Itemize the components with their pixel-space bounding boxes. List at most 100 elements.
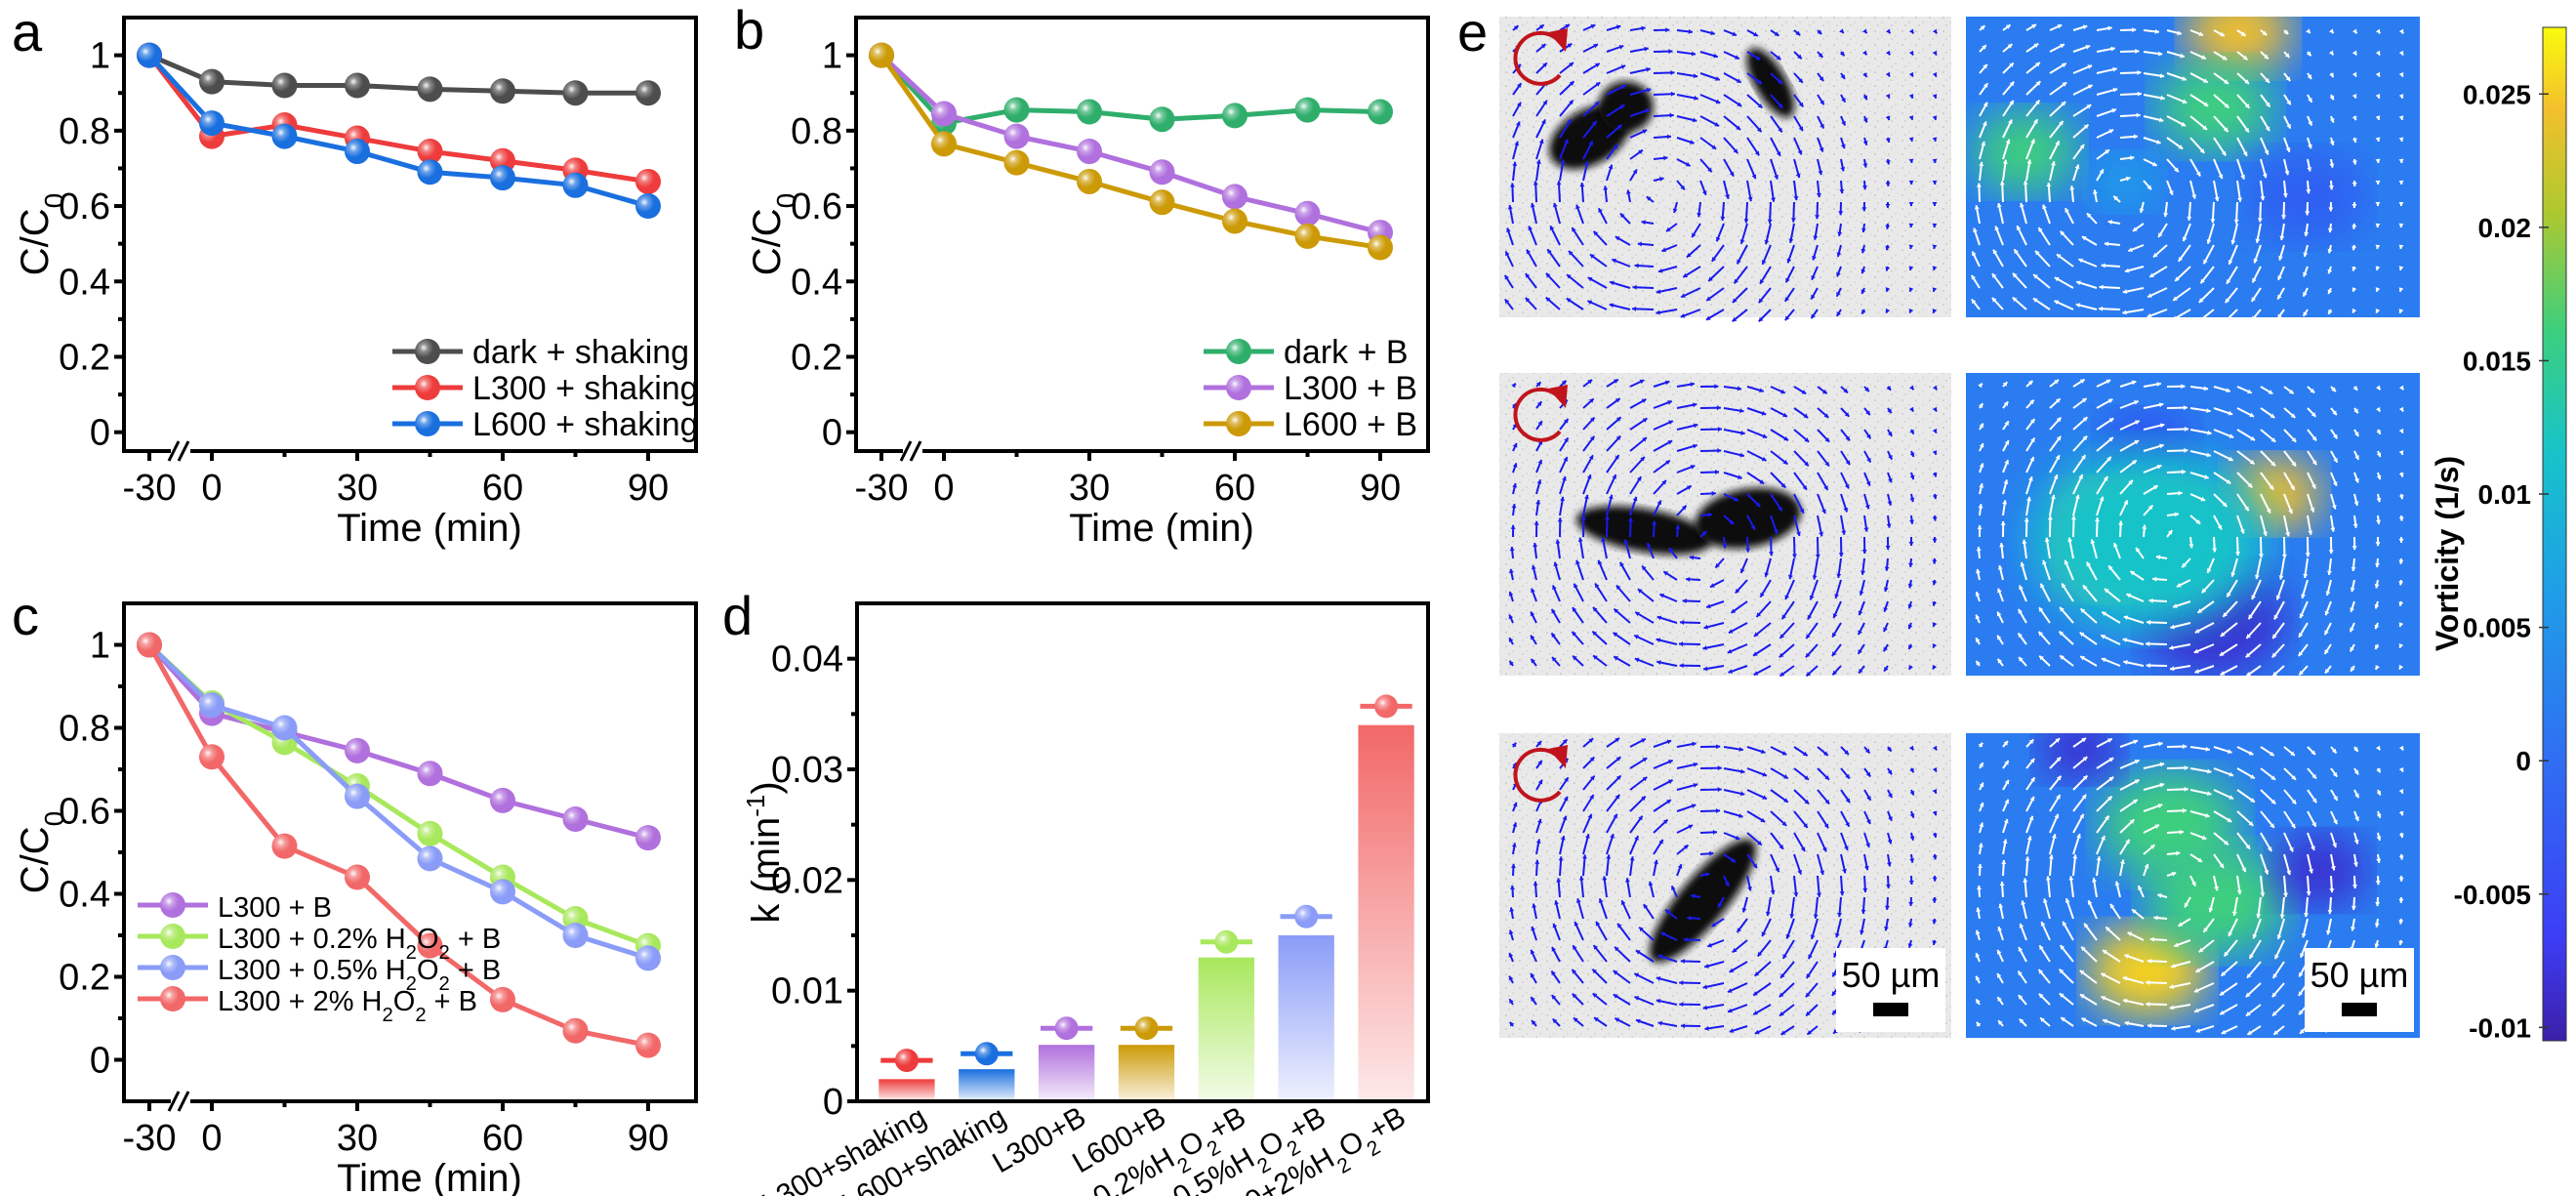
velocity-arrowhead — [1785, 933, 1791, 939]
data-point — [417, 932, 443, 959]
velocity-arrowhead — [1685, 161, 1691, 167]
velocity-arrowhead — [1971, 299, 1977, 305]
series-line — [147, 642, 649, 961]
velocity-arrowhead — [2128, 247, 2133, 252]
velocity-arrowhead — [1541, 119, 1546, 125]
velocity-arrowhead — [1679, 1002, 1684, 1008]
velocity-arrowhead — [1754, 971, 1760, 976]
velocity-arrowhead — [2332, 748, 2337, 754]
velocity-arrowhead — [2398, 642, 2404, 648]
data-point — [345, 737, 370, 763]
velocity-arrowhead — [1581, 854, 1587, 859]
micrograph-row-1 — [1499, 17, 1951, 323]
velocity-arrowhead — [2176, 583, 2182, 588]
velocity-arrowhead — [2227, 817, 2232, 822]
velocity-arrowhead — [1760, 592, 1765, 598]
velocity-arrowhead — [2108, 758, 2114, 763]
velocity-arrowhead — [2224, 79, 2228, 84]
legend-item: L300 + B — [1204, 370, 1417, 407]
velocity-arrowhead — [2276, 934, 2282, 939]
velocity-arrowhead — [1534, 859, 1540, 864]
velocity-arrowhead — [2184, 447, 2188, 453]
velocity-arrowhead — [1837, 231, 1843, 236]
velocity-arrowhead — [1623, 539, 1629, 545]
velocity-arrowhead — [1573, 1017, 1578, 1022]
velocity-arrowhead — [1758, 316, 1764, 322]
velocity-arrowhead — [1613, 813, 1617, 819]
velocity-arrowhead — [1745, 548, 1751, 553]
velocity-arrowhead — [1932, 71, 1938, 77]
series-l300-2-h2o2-b — [137, 632, 661, 1058]
velocity-arrowhead — [1615, 417, 1621, 422]
velocity-arrowhead — [1716, 744, 1721, 750]
velocity-arrowhead — [1590, 775, 1595, 781]
velocity-arrowhead — [1735, 835, 1740, 841]
velocity-arrowhead — [1739, 568, 1745, 573]
velocity-arrowhead — [2018, 970, 2023, 976]
velocity-arrowhead — [2376, 474, 2382, 480]
velocity-arrowhead — [1761, 456, 1767, 462]
velocity-arrowhead — [1811, 294, 1816, 300]
velocity-arrowhead — [2119, 859, 2125, 865]
velocity-arrowhead — [1908, 50, 1914, 56]
velocity-arrowhead — [2040, 583, 2045, 589]
velocity-arrowhead — [1784, 297, 1790, 302]
velocity-arrowhead — [1754, 1029, 1760, 1035]
velocity-arrowhead — [1976, 907, 1982, 912]
velocity-arrowhead — [2122, 638, 2128, 643]
velocity-arrowhead — [1976, 660, 1981, 666]
data-point — [931, 101, 957, 127]
velocity-arrowhead — [1532, 1020, 1536, 1025]
velocity-arrowhead — [1887, 746, 1892, 752]
velocity-arrowhead — [2270, 437, 2276, 442]
velocity-arrowhead — [2124, 954, 2130, 959]
velocity-arrowhead — [2351, 245, 2357, 251]
y-axis-label: k (min-1) — [741, 781, 788, 923]
velocity-arrowhead — [2245, 652, 2251, 658]
velocity-arrowhead — [2137, 91, 2142, 97]
velocity-arrowhead — [1797, 149, 1803, 155]
velocity-arrowhead — [1593, 230, 1599, 236]
velocity-arrowhead — [1711, 257, 1717, 262]
velocity-arrowhead — [1737, 259, 1741, 265]
velocity-arrowhead — [2085, 44, 2091, 50]
velocity-arrowhead — [2270, 461, 2275, 467]
velocity-arrowhead — [1587, 277, 1593, 282]
velocity-arrowhead — [1832, 670, 1838, 676]
bar — [879, 1079, 935, 1099]
velocity-arrowhead — [1932, 137, 1938, 142]
velocity-arrowhead — [1566, 298, 1572, 303]
velocity-arrowhead — [1798, 78, 1803, 83]
velocity-arrowhead — [1779, 672, 1785, 677]
data-point-shine — [1294, 97, 1321, 123]
x-tick-label: 30 — [1069, 468, 1110, 509]
velocity-arrowhead — [1618, 44, 1624, 50]
velocity-arrowhead — [1635, 950, 1641, 955]
velocity-arrowhead — [1666, 739, 1672, 745]
velocity-arrowhead — [1679, 663, 1684, 669]
velocity-arrowhead — [2298, 991, 2304, 996]
velocity-arrowhead — [2029, 796, 2035, 802]
velocity-arrowhead — [2181, 384, 2186, 390]
velocity-arrowhead — [1615, 946, 1619, 952]
velocity-arrowhead — [1764, 239, 1770, 245]
velocity-arrowhead — [1667, 400, 1672, 405]
velocity-arrowhead — [1932, 920, 1938, 925]
velocity-arrowhead — [2133, 739, 2139, 745]
velocity-arrowhead — [1823, 485, 1828, 490]
velocity-arrowhead — [1525, 273, 1531, 278]
velocity-arrowhead — [2252, 933, 2258, 939]
velocity-arrowhead — [1637, 241, 1643, 247]
velocity-arrowhead — [1635, 611, 1640, 617]
velocity-arrowhead — [1690, 465, 1696, 470]
velocity-arrowhead — [2221, 970, 2227, 976]
velocity-arrowhead — [2099, 496, 2105, 502]
velocity-arrowhead — [2153, 915, 2158, 921]
velocity-arrowhead — [2328, 550, 2334, 555]
velocity-arrowhead — [1613, 970, 1618, 975]
velocity-arrowhead — [2134, 399, 2139, 405]
velocity-arrowhead — [1983, 102, 1988, 107]
velocity-arrowhead — [1731, 608, 1737, 613]
velocity-arrowhead — [2016, 226, 2022, 230]
velocity-arrowhead — [1509, 907, 1515, 912]
